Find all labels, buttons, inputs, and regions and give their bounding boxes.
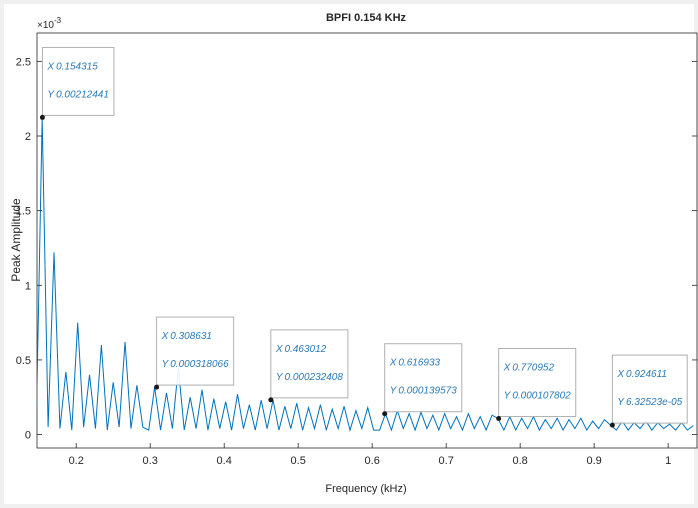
datatip-marker [268, 397, 274, 403]
datatip-box [611, 354, 688, 424]
datatip-y-prefix: Y [276, 372, 284, 383]
datatip-marker [609, 422, 615, 428]
datatip-x-value: 0.154315 [56, 61, 98, 72]
y-tick-label: 2 [25, 131, 31, 143]
datatip: X 0.463012 Y 0.000232408 [270, 329, 349, 399]
y-multiplier: ×10-3 [37, 16, 62, 31]
datatip-x-prefix: X [46, 61, 54, 72]
datatip-x: X 0.463012 [275, 344, 327, 355]
datatip-box [270, 329, 349, 399]
datatip-y-prefix: Y [162, 359, 170, 370]
datatip-marker [496, 415, 502, 421]
datatip-y: Y 0.000107802 [504, 390, 572, 401]
y-multiplier-exponent: -3 [54, 16, 62, 25]
chart-title: BPFI 0.154 KHz [326, 12, 407, 24]
plot-area [37, 118, 694, 432]
datatip-box [384, 343, 463, 413]
datatip: X 0.154315 Y 0.00212441 [41, 46, 115, 116]
x-tick-label: 1 [665, 455, 671, 467]
datatip-x-value: 0.463012 [284, 344, 326, 355]
axes-box [36, 32, 698, 449]
datatip-x: X 0.924611 [616, 369, 667, 380]
datatip-y-value: 0.000318066 [170, 359, 229, 370]
datatip-x-prefix: X [616, 369, 624, 380]
y-tick-label: 1 [25, 280, 31, 292]
datatip-x-value: 0.770952 [512, 362, 554, 373]
datatip: X 0.308631 Y 0.000318066 [156, 316, 235, 386]
datatip-y-value: 0.000107802 [512, 390, 571, 401]
x-axis-label: Frequency (kHz) [325, 483, 406, 495]
datatip-y-prefix: Y [504, 390, 512, 401]
datatip-y-value: 6.32523e-05 [626, 397, 683, 408]
y-axis-label: Peak Amplitude [9, 198, 23, 282]
x-tick-label: 0.7 [439, 455, 454, 467]
datatip-y: Y 0.00212441 [47, 89, 109, 100]
datatip-y-value: 0.000232408 [284, 372, 343, 383]
datatip-marker [154, 384, 160, 390]
x-tick-label: 0.4 [217, 455, 232, 467]
datatip-x-value: 0.308631 [170, 331, 212, 342]
x-tick-label: 0.5 [291, 455, 306, 467]
datatip-y-value: 0.000139573 [398, 386, 457, 397]
y-multiplier-base: ×10 [37, 20, 54, 31]
y-tick-label: 1.5 [16, 206, 31, 218]
y-tick-label: 2.5 [16, 56, 31, 68]
spectrum-line [37, 118, 694, 432]
datatip: X 0.924611 Y 6.32523e-05 [611, 354, 688, 424]
datatip-x: X 0.770952 [503, 362, 555, 373]
y-tick-label: 0 [25, 430, 31, 442]
datatip-x-prefix: X [161, 331, 169, 342]
datatip-x-value: 0.924611 [626, 369, 667, 380]
x-tick-label: 0.6 [365, 455, 380, 467]
datatip-x-prefix: X [503, 362, 511, 373]
datatip-y: Y 6.32523e-05 [617, 397, 682, 408]
datatip-y: Y 0.000318066 [162, 359, 230, 370]
datatip-y: Y 0.000139573 [390, 386, 458, 397]
x-tick-label: 0.2 [69, 455, 84, 467]
x-tick-label: 0.3 [143, 455, 158, 467]
x-tick-label: 0.8 [513, 455, 528, 467]
datatip-marker [382, 411, 388, 417]
datatip-x-prefix: X [275, 344, 283, 355]
datatip-y: Y 0.000232408 [276, 372, 344, 383]
datatip-y-prefix: Y [617, 397, 625, 408]
datatip-y-prefix: Y [47, 89, 55, 100]
datatip-y-prefix: Y [390, 386, 398, 397]
datatip-x: X 0.154315 [46, 61, 98, 72]
datatip: X 0.616933 Y 0.000139573 [384, 343, 463, 413]
datatip-box [41, 46, 115, 116]
datatip-x-value: 0.616933 [398, 358, 440, 369]
datatip-x: X 0.308631 [161, 331, 212, 342]
datatip-box [156, 316, 235, 386]
x-tick-label: 0.9 [587, 455, 602, 467]
y-tick-label: 0.5 [16, 355, 31, 367]
datatip: X 0.770952 Y 0.000107802 [498, 347, 577, 417]
datatip-box [498, 347, 577, 417]
datatip-x-prefix: X [389, 358, 397, 369]
datatip-y-value: 0.00212441 [56, 89, 109, 100]
datatip-marker [39, 114, 45, 120]
datatip-x: X 0.616933 [389, 358, 441, 369]
